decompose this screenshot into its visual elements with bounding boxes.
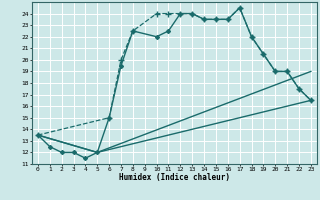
X-axis label: Humidex (Indice chaleur): Humidex (Indice chaleur): [119, 173, 230, 182]
